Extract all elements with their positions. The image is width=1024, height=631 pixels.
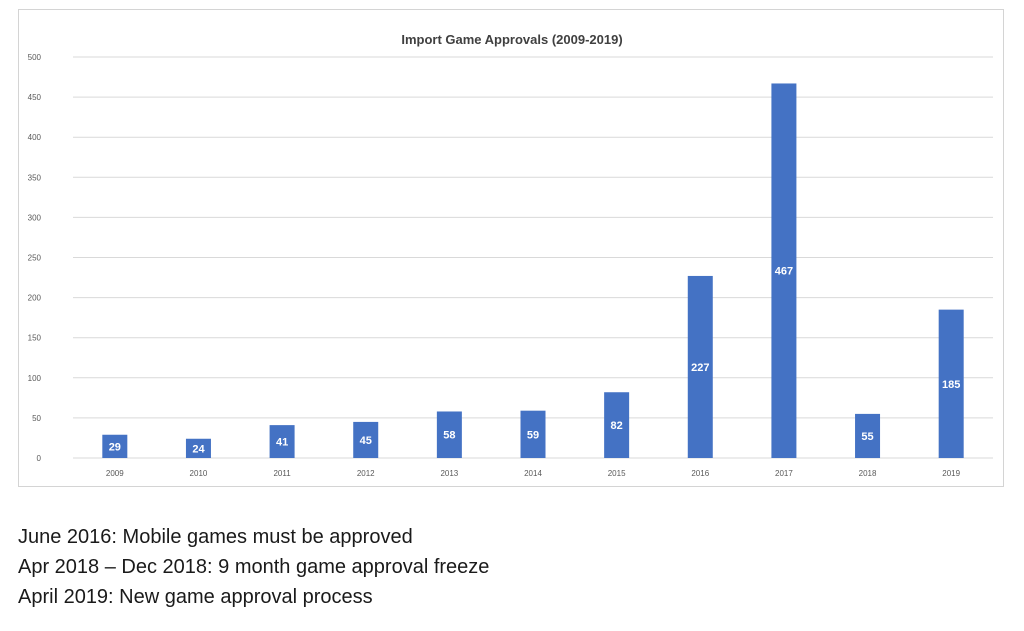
y-tick-label: 0 <box>37 454 42 463</box>
x-tick-label: 2010 <box>190 469 208 478</box>
bar-2014 <box>520 410 546 458</box>
y-tick-label: 100 <box>28 374 42 383</box>
x-tick-label: 2017 <box>775 469 793 478</box>
x-tick-label: 2019 <box>942 469 960 478</box>
y-tick-label: 450 <box>28 93 42 102</box>
x-tick-label: 2018 <box>859 469 877 478</box>
bar-chart: 0 50 100 150 200 250 300 350 400 450 500 29 2009 24 20… <box>28 53 993 478</box>
y-tick-label: 50 <box>32 414 41 423</box>
data-label: 29 <box>109 441 121 453</box>
y-tick-label: 500 <box>28 53 42 62</box>
x-tick-label: 2009 <box>106 469 124 478</box>
note-new-process: April 2019: New game approval process <box>18 586 373 608</box>
bar-2009 <box>102 434 128 458</box>
x-tick-label: 2012 <box>357 469 375 478</box>
y-tick-label: 350 <box>28 173 42 182</box>
data-label: 41 <box>276 437 288 449</box>
chart-title: Import Game Approvals (2009-2019) <box>401 32 623 47</box>
data-label: 467 <box>775 266 793 278</box>
note-approval-freeze: Apr 2018 – Dec 2018: 9 month game approv… <box>18 556 490 578</box>
chart-container: Import Game Approvals (2009-2019) 0 50 100… <box>18 9 1004 487</box>
data-label: 227 <box>691 362 709 374</box>
x-tick-label: 2014 <box>524 469 542 478</box>
bar-2015 <box>604 392 630 458</box>
data-label: 24 <box>192 443 205 455</box>
bar-2018 <box>855 413 881 458</box>
bar-2013 <box>436 411 462 458</box>
data-label: 82 <box>611 420 623 432</box>
x-tick-label: 2011 <box>273 469 291 478</box>
bar-2010 <box>185 438 211 458</box>
bar-2017 <box>771 83 797 458</box>
bar-2019 <box>938 309 964 458</box>
data-label: 45 <box>360 435 372 447</box>
y-tick-label: 200 <box>28 294 42 303</box>
x-tick-label: 2016 <box>691 469 709 478</box>
y-tick-label: 300 <box>28 213 42 222</box>
y-tick-label: 150 <box>28 334 42 343</box>
bar-2011 <box>269 425 295 458</box>
data-label: 185 <box>942 379 960 391</box>
notes-list: June 2016: Mobile games must be approved… <box>18 522 998 612</box>
y-tick-label: 400 <box>28 133 42 142</box>
note-mobile-approval: June 2016: Mobile games must be approved <box>18 526 413 548</box>
data-label: 58 <box>443 430 455 442</box>
bar-2016 <box>687 275 713 458</box>
x-tick-label: 2013 <box>440 469 458 478</box>
bar-2012 <box>353 421 379 458</box>
x-tick-label: 2015 <box>608 469 626 478</box>
y-tick-label: 250 <box>28 254 42 263</box>
data-label: 55 <box>861 431 873 443</box>
data-label: 59 <box>527 429 539 441</box>
